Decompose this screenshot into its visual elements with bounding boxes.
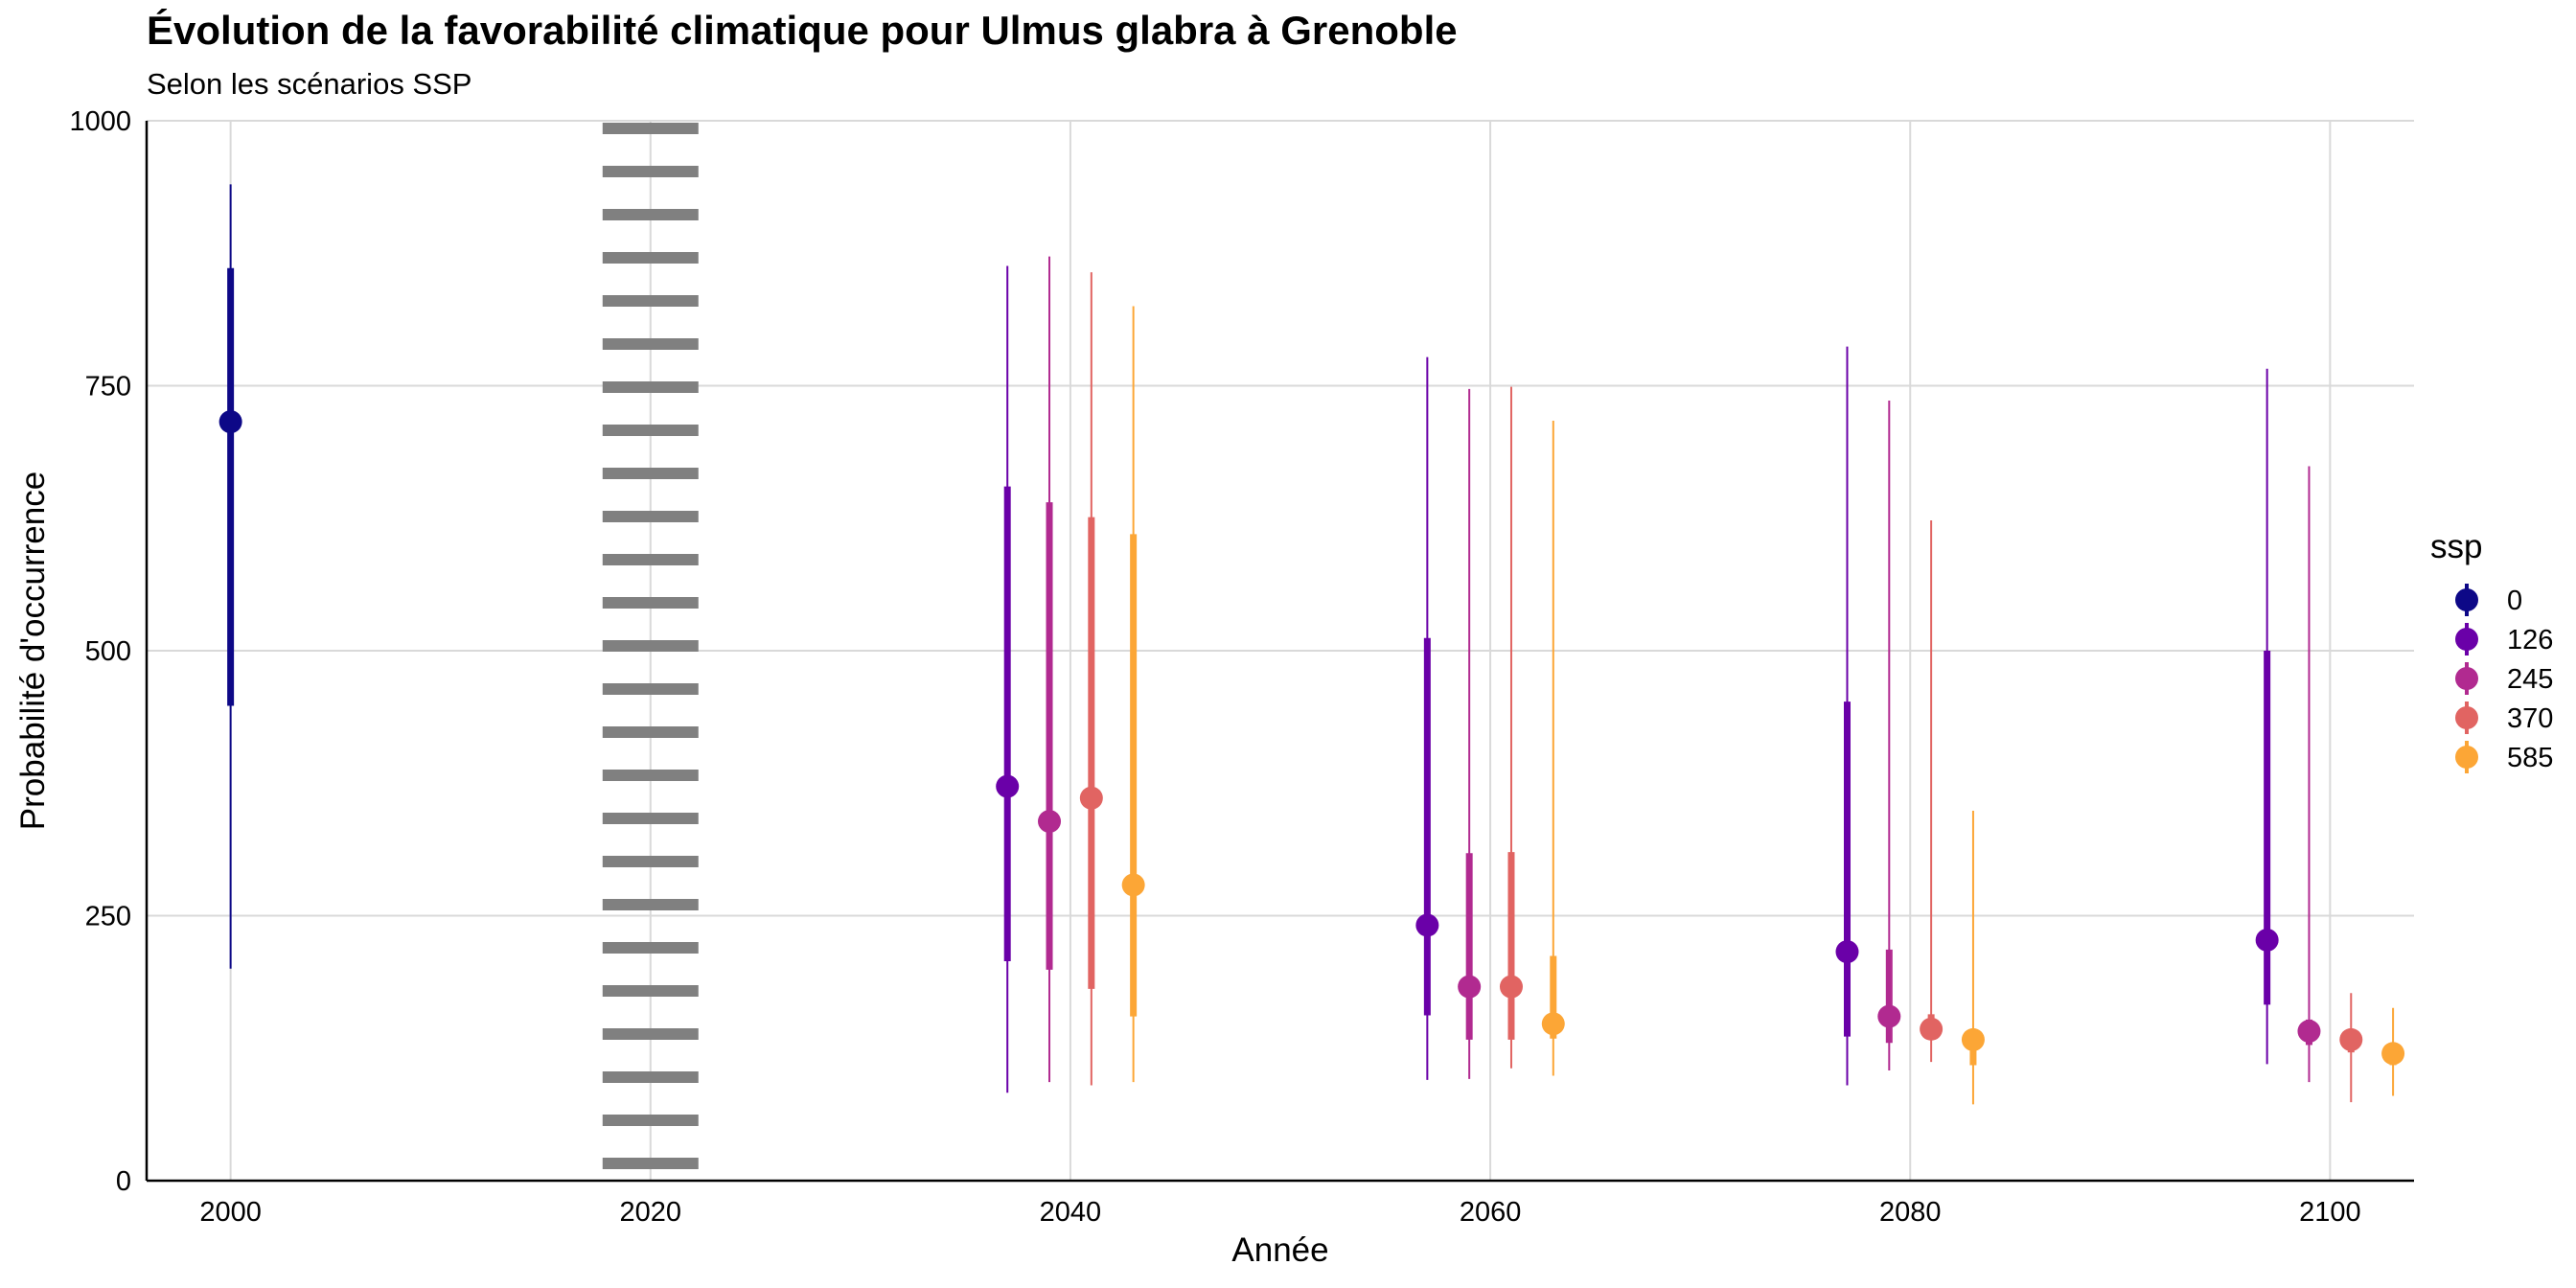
x-tick-label-2000: 2000: [199, 1197, 262, 1228]
median-point-ssp585-2043: [1121, 873, 1145, 897]
median-point-ssp370-2061: [1499, 975, 1523, 999]
legend-label-585: 585: [2507, 743, 2553, 773]
legend-label-245: 245: [2507, 664, 2553, 695]
median-point-ssp126-2037: [996, 774, 1020, 798]
legend-label-126: 126: [2507, 625, 2553, 656]
legend-label-0: 0: [2507, 586, 2522, 616]
point-range-ssp126-2057: [1415, 356, 1439, 1080]
median-point-ssp0-2000: [218, 410, 242, 434]
point-range-ssp126-2097: [2255, 368, 2279, 1065]
y-axis-title: Probabilité d'occurrence: [14, 472, 52, 830]
point-range-ssp370-2041: [1079, 272, 1103, 1086]
x-tick-label-2020: 2020: [620, 1197, 682, 1228]
legend-key-point-370: [2455, 706, 2478, 729]
y-tick-label-500: 500: [85, 636, 131, 667]
point-range-ssp0-2000: [218, 184, 242, 969]
y-tick-label-250: 250: [85, 902, 131, 932]
median-point-ssp245-2059: [1458, 975, 1482, 999]
point-range-ssp585-2083: [1961, 811, 1985, 1105]
point-range-ssp126-2077: [1835, 346, 1859, 1086]
y-tick-label-750: 750: [85, 372, 131, 402]
x-tick-label-2060: 2060: [1460, 1197, 1522, 1228]
point-range-ssp585-2043: [1121, 306, 1145, 1083]
median-point-ssp126-2077: [1835, 940, 1859, 964]
point-range-ssp245-2059: [1458, 388, 1482, 1079]
point-range-ssp126-2037: [996, 265, 1020, 1093]
chart-title: Évolution de la favorabilité climatique …: [147, 8, 1458, 53]
median-point-ssp585-2063: [1541, 1012, 1565, 1036]
legend-key-point-585: [2455, 746, 2478, 769]
x-tick-label-2080: 2080: [1879, 1197, 1942, 1228]
x-axis-title: Année: [1231, 1231, 1328, 1269]
median-point-ssp126-2057: [1415, 913, 1439, 937]
x-tick-label-2100: 2100: [2299, 1197, 2361, 1228]
point-range-ssp245-2099: [2297, 466, 2321, 1083]
median-point-ssp126-2097: [2255, 928, 2279, 952]
point-range-ssp370-2101: [2339, 993, 2363, 1103]
legend-key-point-245: [2455, 667, 2478, 690]
median-point-ssp585-2083: [1961, 1027, 1985, 1051]
y-tick-label-0: 0: [116, 1166, 131, 1197]
median-point-ssp245-2039: [1038, 810, 1062, 834]
axis-layer: [145, 121, 2414, 1183]
point-range-ssp245-2079: [1877, 400, 1901, 1070]
legend-label-370: 370: [2507, 703, 2553, 734]
legend-item-245: 245: [2455, 662, 2553, 695]
median-point-ssp370-2081: [1920, 1017, 1944, 1041]
point-range-ssp245-2039: [1038, 256, 1062, 1083]
grid-layer: [147, 120, 2414, 1182]
tick-label-layer: 0 250 500 750 1000 2000 2020 2040 2060 2080 2100: [69, 106, 2360, 1228]
chart-subtitle: Selon les scénarios SSP: [147, 67, 472, 101]
point-range-ssp370-2061: [1499, 386, 1523, 1069]
legend-key-point-126: [2455, 628, 2478, 651]
point-range-ssp585-2063: [1541, 420, 1565, 1076]
point-range-ssp370-2081: [1920, 519, 1944, 1063]
legend-item-0: 0: [2455, 584, 2522, 616]
data-layer: [218, 184, 2405, 1105]
median-point-ssp370-2101: [2339, 1027, 2363, 1051]
median-point-ssp585-2103: [2381, 1042, 2405, 1066]
point-range-ssp585-2103: [2381, 1007, 2405, 1096]
legend-key-point-0: [2455, 588, 2478, 611]
legend-title: ssp: [2430, 528, 2482, 565]
legend-item-585: 585: [2455, 741, 2553, 773]
median-point-ssp245-2079: [1877, 1004, 1901, 1028]
x-tick-label-2040: 2040: [1040, 1197, 1102, 1228]
legend-item-370: 370: [2455, 702, 2553, 734]
median-point-ssp245-2099: [2297, 1020, 2321, 1044]
y-tick-label-1000: 1000: [69, 106, 131, 137]
legend-item-126: 126: [2455, 623, 2553, 656]
legend: ssp 0 126 245 370 585: [2430, 528, 2553, 773]
median-point-ssp370-2041: [1079, 786, 1103, 810]
